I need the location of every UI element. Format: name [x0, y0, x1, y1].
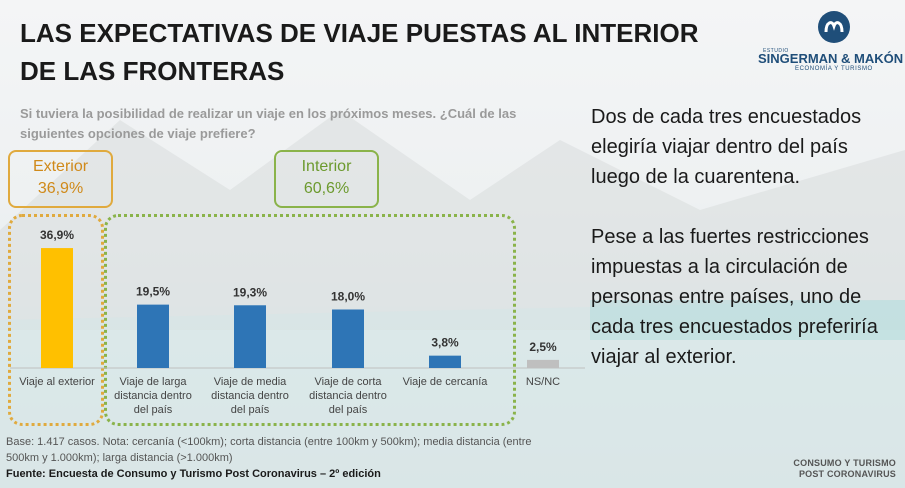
brand-footer: CONSUMO Y TURISMO POST CORONAVIRUS — [768, 458, 896, 480]
bar — [41, 248, 73, 368]
bar — [234, 305, 266, 368]
group-exterior-label: Exterior — [32, 158, 89, 175]
insight-paragraph-1: Dos de cada tres encuestados elegiría vi… — [591, 106, 862, 188]
group-interior-value: 60,6% — [303, 180, 350, 197]
group-interior-box: Interior 60,6% — [274, 150, 379, 208]
category-label: Viaje de larga distancia dentro del país — [114, 376, 192, 416]
group-exterior-box: Exterior 36,9% — [8, 150, 113, 208]
brand-footer-line2: POST CORONAVIRUS — [798, 469, 896, 479]
category-label: Viaje al exterior — [19, 376, 95, 388]
brand-footer-line1: CONSUMO Y TURISMO — [793, 458, 896, 468]
category-label: Viaje de corta distancia dentro del país — [309, 376, 387, 416]
bar-value-label: 3,8% — [431, 336, 459, 350]
footnote: Base: 1.417 casos. Nota: cercanía (<100k… — [6, 436, 532, 464]
page-title: LAS EXPECTATIVAS DE VIAJE PUESTAS AL INT… — [20, 18, 699, 86]
logo-name: SINGERMAN & MAKÓN — [758, 51, 904, 66]
company-logo: ESTUDIO SINGERMAN & MAKÓN ECONOMÍA Y TUR… — [745, 10, 903, 72]
source-line: Fuente: Encuesta de Consumo y Turismo Po… — [6, 468, 381, 480]
logo-small-text: ESTUDIO — [763, 48, 789, 54]
logo-sm-icon — [818, 11, 850, 43]
bar-value-label: 36,9% — [40, 228, 74, 242]
bar — [137, 304, 169, 368]
group-exterior-value: 36,9% — [37, 180, 84, 197]
bar-value-label: 18,0% — [331, 290, 365, 304]
logo-subtitle: ECONOMÍA Y TURISMO — [795, 66, 873, 72]
bar-value-label: 2,5% — [529, 340, 557, 354]
bar-value-label: 19,3% — [233, 285, 267, 299]
insight-paragraph-2: Pese a las fuertes restricciones impuest… — [591, 226, 878, 368]
bar — [429, 355, 461, 368]
category-label: NS/NC — [526, 376, 560, 388]
bar — [527, 359, 559, 368]
bar — [332, 309, 364, 368]
survey-question: Si tuviera la posibilidad de realizar un… — [20, 106, 517, 141]
exterior-dotted-frame — [8, 214, 104, 426]
bar-value-label: 19,5% — [136, 285, 170, 299]
group-interior-label: Interior — [301, 158, 352, 175]
category-label: Viaje de media distancia dentro del país — [211, 376, 289, 416]
interior-dotted-frame — [104, 214, 516, 426]
category-label: Viaje de cercanía — [403, 376, 489, 388]
insight-text: Dos de cada tres encuestados elegiría vi… — [591, 102, 891, 402]
